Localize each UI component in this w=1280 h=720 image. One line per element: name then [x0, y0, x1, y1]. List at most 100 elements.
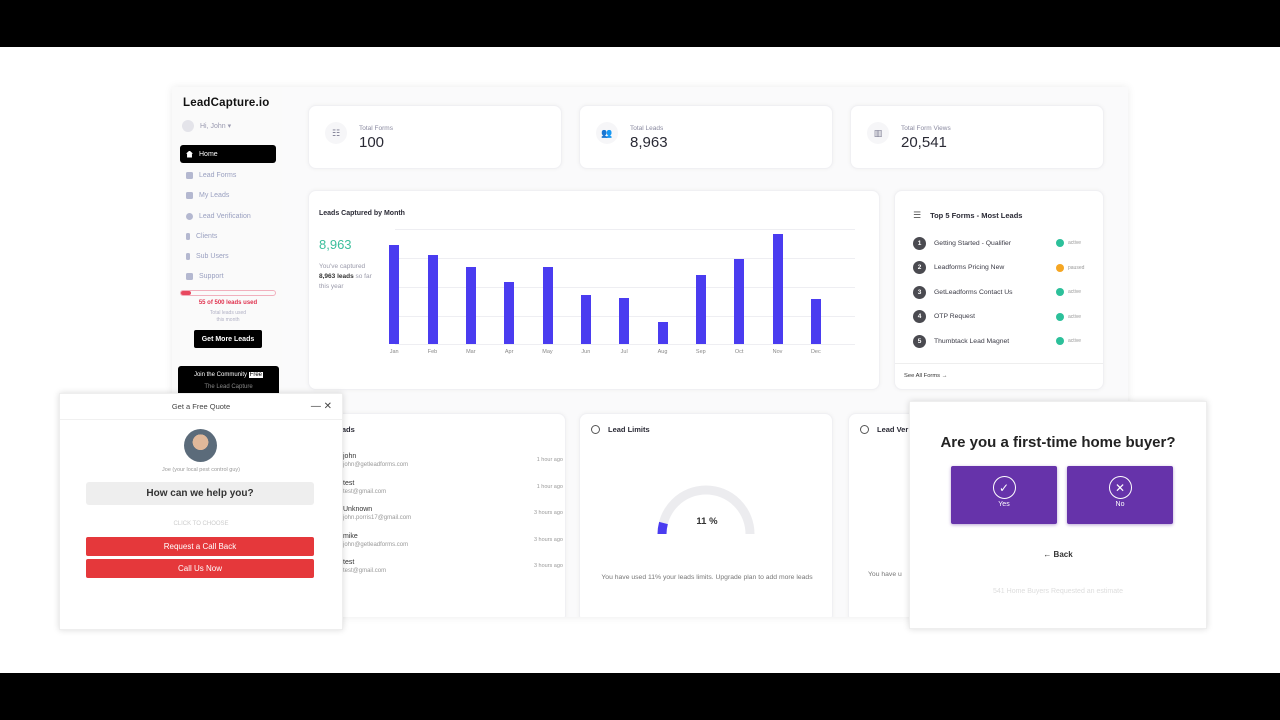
- bar-chart: Jan Feb Mar Apr May Jun Jul Aug Sep Oct Nov Dec: [389, 229, 855, 355]
- status-badge: active: [1056, 312, 1088, 321]
- lead-limits-card: Lead Limits 11 % You have used 11% your …: [579, 413, 833, 617]
- lead-email: test@gmail.com: [343, 488, 387, 495]
- stat-card-total-leads: 👥 Total Leads 8,963: [579, 105, 833, 169]
- lead-limits-gauge: [657, 485, 755, 535]
- sidebar-item-sub-users[interactable]: Sub Users: [180, 246, 276, 266]
- status-badge: paused: [1056, 263, 1088, 272]
- form-name: GetLeadforms Contact Us: [934, 288, 1013, 296]
- x-icon: ✕: [1108, 476, 1132, 499]
- usage-progress-bar: [180, 290, 276, 296]
- lead-limits-percent: 11 %: [696, 516, 718, 527]
- sidebar-item-label: Support: [199, 273, 224, 281]
- inbox-icon: [186, 192, 193, 200]
- usage-text: 55 of 500 leads used: [198, 300, 258, 306]
- sidebar-item-home[interactable]: Home: [180, 145, 276, 163]
- call-us-now-button[interactable]: Call Us Now: [86, 559, 314, 578]
- chart-bar-jun: [580, 294, 591, 344]
- lead-time: 1 hour ago: [536, 457, 563, 463]
- home-buyer-question: Are you a first-time home buyer?: [940, 434, 1176, 451]
- yes-button[interactable]: ✓ Yes: [951, 466, 1057, 524]
- top-form-row[interactable]: 4 OTP Request active: [913, 310, 1088, 324]
- chart-bar-oct: [734, 258, 745, 344]
- rank-badge: 3: [913, 285, 926, 299]
- status-check-icon: [1056, 288, 1064, 297]
- lead-name: test: [343, 479, 355, 487]
- top-form-row[interactable]: 3 GetLeadforms Contact Us active: [913, 285, 1088, 299]
- sidebar-item-lead-forms[interactable]: Lead Forms: [180, 165, 276, 185]
- lead-name: mike: [343, 532, 358, 540]
- letterbox-top: [0, 0, 1280, 47]
- user-menu[interactable]: Hi, John ▾: [182, 120, 231, 132]
- lead-name: Unknown: [343, 506, 373, 513]
- agent-name: Joe (your local pest control guy): [162, 467, 240, 473]
- x-axis-label: Aug: [657, 349, 668, 355]
- lead-name: test: [343, 559, 355, 566]
- lead-list-item[interactable]: test test@gmail.com 3 hours ago: [343, 559, 563, 574]
- list-icon: ☰: [913, 210, 922, 220]
- form-name: Leadforms Pricing New: [934, 264, 1005, 272]
- sidebar-item-label: Clients: [196, 232, 218, 240]
- leads-by-month-card: Leads Captured by Month 8,963 You've cap…: [308, 190, 880, 390]
- lead-list-item[interactable]: Unknown john.porris17@gmail.com 3 hours ag…: [343, 506, 563, 521]
- avatar: [182, 120, 194, 132]
- x-axis-label: Jul: [620, 349, 628, 355]
- home-icon: [186, 150, 193, 158]
- chart-bar-may: [542, 266, 553, 344]
- sidebar-item-lead-verification[interactable]: Lead Verification: [180, 206, 276, 226]
- lead-list-item[interactable]: test test@gmail.com 1 hour ago: [343, 480, 563, 495]
- sidebar-item-clients[interactable]: Clients: [180, 226, 276, 246]
- status-check-icon: [1056, 337, 1064, 346]
- chart-description: You've captured 8,963 leads so far this …: [319, 263, 372, 290]
- stat-card-total-form-views: ▥ Total Form Views 20,541: [850, 105, 1104, 169]
- x-axis-label: May: [542, 349, 553, 355]
- status-check-icon: [1056, 239, 1064, 247]
- rank-badge: 2: [913, 261, 926, 275]
- stat-card-total-forms: ☷ Total Forms 100: [308, 105, 562, 169]
- x-axis-label: Mar: [466, 349, 476, 355]
- users-icon: 👥: [596, 122, 618, 144]
- top-form-row[interactable]: 5 Thumbtack Lead Magnet active: [913, 334, 1088, 348]
- top-form-row[interactable]: 1 Getting Started - Qualifier active: [913, 236, 1088, 250]
- no-button[interactable]: ✕ No: [1067, 466, 1173, 524]
- back-link[interactable]: ← Back: [1043, 550, 1073, 559]
- sidebar-nav: Home Lead Forms My Leads Lead Verificati…: [180, 145, 276, 287]
- status-badge: active: [1056, 337, 1088, 346]
- form-name: Thumbtack Lead Magnet: [934, 337, 1010, 345]
- lead-list-item[interactable]: mike john@getleadforms.com 3 hours ago: [343, 533, 563, 548]
- usage-subtext: Total leads used this month: [209, 310, 247, 323]
- status-check-icon: [1056, 312, 1064, 321]
- total-forms-value: 100: [359, 134, 385, 151]
- bar-chart-icon: ▥: [867, 122, 889, 144]
- greeting: Hi, John ▾: [200, 123, 232, 130]
- close-button[interactable]: ✕: [323, 401, 332, 412]
- checklist-icon: ☷: [325, 122, 347, 144]
- user-icon: [186, 253, 190, 261]
- lead-email: test@gmail.com: [343, 568, 387, 574]
- top-form-row[interactable]: 2 Leadforms Pricing New paused: [913, 261, 1088, 275]
- user-icon: [186, 232, 190, 240]
- lead-list-item[interactable]: john john@getleadforms.com 1 hour ago: [343, 453, 563, 468]
- lead-verification-title: Lead Ver: [860, 425, 908, 434]
- chart-bar-sep: [695, 275, 706, 344]
- sidebar-item-my-leads[interactable]: My Leads: [180, 186, 276, 206]
- lead-time: 3 hours ago: [533, 536, 563, 543]
- minimize-button[interactable]: —: [310, 401, 321, 412]
- get-more-leads-button[interactable]: Get More Leads: [194, 330, 262, 348]
- sidebar-item-label: Lead Forms: [199, 171, 237, 179]
- see-all-forms-link[interactable]: See All Forms →: [895, 363, 1103, 379]
- check-circle-icon: [860, 425, 869, 434]
- click-to-choose-hint: CLICK TO CHOOSE: [173, 521, 229, 527]
- free-badge: Free: [248, 372, 264, 378]
- rank-badge: 1: [913, 236, 926, 250]
- lead-email: john.porris17@gmail.com: [343, 515, 412, 521]
- rank-badge: 5: [913, 334, 926, 348]
- chat-icon: [186, 273, 193, 281]
- request-call-back-button[interactable]: Request a Call Back: [86, 537, 314, 556]
- chart-total: 8,963: [319, 237, 352, 252]
- sidebar-item-label: Home: [199, 150, 218, 158]
- sidebar-item-label: Sub Users: [196, 253, 229, 261]
- lead-name: john: [343, 453, 357, 460]
- sidebar-item-support[interactable]: Support: [180, 267, 276, 287]
- agent-avatar: [184, 429, 217, 462]
